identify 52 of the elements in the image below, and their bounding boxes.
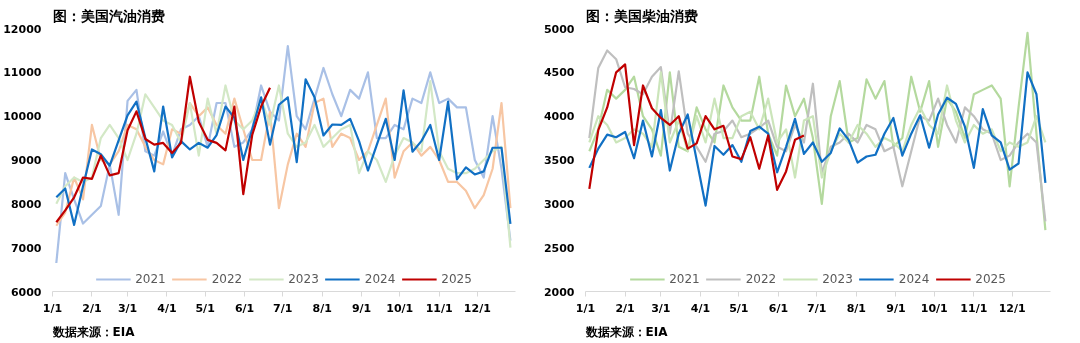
x-tick-label: 1/1	[575, 301, 596, 315]
x-tick-label: 2/1	[82, 301, 102, 315]
x-tick-label: 5/1	[195, 301, 215, 315]
y-tick-label: 11000	[3, 66, 42, 80]
y-tick-label: 9000	[10, 154, 42, 167]
legend-label: 2024	[364, 272, 396, 286]
x-tick-label: 6/1	[234, 301, 255, 315]
legend-label: 2022	[745, 272, 777, 286]
x-tick-label: 11/1	[425, 301, 453, 315]
chart-title: 图：美国柴油消费	[585, 7, 698, 24]
x-tick-label: 10/1	[386, 301, 414, 315]
x-tick-label: 12/1	[463, 301, 491, 315]
x-tick-label: 11/1	[960, 301, 988, 315]
legend-label: 2024	[898, 272, 930, 286]
x-tick-label: 7/1	[273, 301, 293, 315]
x-tick-label: 3/1	[117, 301, 138, 315]
y-tick-label: 2000	[543, 285, 575, 299]
y-tick-label: 8000	[10, 197, 42, 211]
x-tick-label: 2/1	[615, 301, 635, 315]
legend-label: 2021	[669, 272, 700, 286]
source-note: 数据来源：EIA	[51, 324, 136, 339]
y-tick-label: 5000	[543, 22, 575, 36]
x-tick-label: 10/1	[920, 301, 948, 315]
x-tick-label: 3/1	[651, 301, 671, 315]
y-tick-label: 2500	[543, 241, 575, 255]
legend-label: 2023	[822, 272, 853, 286]
y-tick-label: 3500	[543, 154, 575, 167]
y-tick-label: 6000	[10, 285, 42, 299]
source-note: 数据来源：EIA	[584, 324, 669, 339]
x-tick-label: 12/1	[998, 301, 1026, 315]
legend-label: 2021	[135, 272, 166, 286]
x-tick-label: 4/1	[157, 301, 177, 315]
x-tick-label: 5/1	[729, 301, 749, 315]
x-tick-label: 4/1	[690, 301, 711, 315]
x-tick-label: 1/1	[42, 301, 63, 315]
legend-label: 2025	[441, 272, 472, 286]
x-tick-label: 7/1	[807, 301, 827, 315]
legend-label: 2022	[211, 272, 243, 286]
y-tick-label: 12000	[3, 22, 42, 36]
x-tick-label: 8/1	[312, 301, 332, 315]
chart-title: 图：美国汽油消费	[52, 7, 165, 24]
legend-label: 2023	[288, 272, 319, 286]
x-tick-label: 8/1	[846, 301, 866, 315]
y-tick-label: 7000	[10, 241, 42, 255]
y-tick-label: 4500	[543, 66, 575, 80]
x-tick-label: 9/1	[886, 301, 906, 315]
y-tick-label: 4000	[543, 110, 575, 124]
x-tick-label: 6/1	[768, 301, 789, 315]
legend-label: 2025	[975, 272, 1006, 286]
y-tick-label: 10000	[3, 110, 42, 124]
x-tick-label: 9/1	[351, 301, 372, 315]
y-tick-label: 3000	[543, 197, 575, 211]
